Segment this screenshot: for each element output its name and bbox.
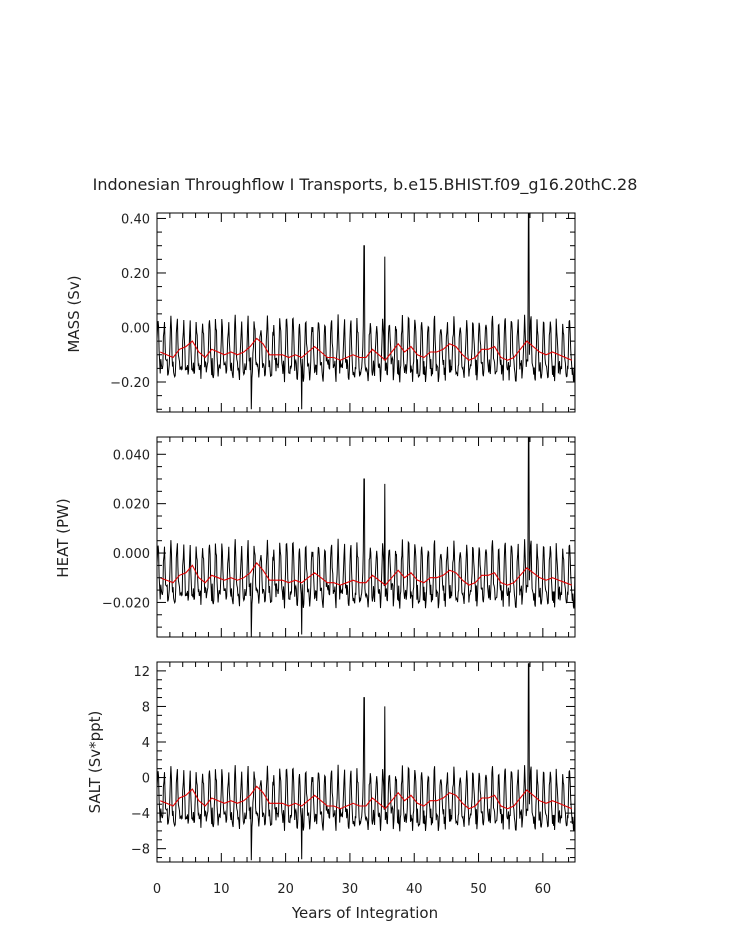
mass-annual-series xyxy=(159,337,573,361)
x-tick-label: 50 xyxy=(470,882,487,897)
mass-y-tick-label: 0.20 xyxy=(121,267,150,282)
x-tick-label: 0 xyxy=(153,882,161,897)
salt-plot-lines xyxy=(156,663,576,861)
heat-plot-lines xyxy=(156,436,576,638)
heat-y-tick-labels: −0.020 0.000 0.020 0.040 xyxy=(102,448,150,611)
x-tick-label: 60 xyxy=(535,882,552,897)
mass-monthly-series xyxy=(156,212,576,410)
x-tick-label: 20 xyxy=(277,882,294,897)
mass-ticks xyxy=(156,213,575,412)
salt-y-tick-label: 8 xyxy=(142,700,150,715)
x-tick-label: 30 xyxy=(342,882,359,897)
heat-ticks xyxy=(156,437,575,637)
heat-monthly-series xyxy=(156,436,576,638)
x-axis-label: Years of Integration xyxy=(291,904,438,922)
mass-frame xyxy=(156,212,576,413)
salt-annual-series xyxy=(159,785,573,810)
salt-frame xyxy=(156,661,576,863)
mass-plot-lines xyxy=(156,212,576,410)
salt-y-tick-label: 4 xyxy=(142,736,150,751)
heat-y-tick-label: 0.020 xyxy=(113,498,150,513)
mass-y-tick-label: 0.40 xyxy=(121,212,150,227)
x-tick-label: 40 xyxy=(406,882,423,897)
salt-y-tick-label: −8 xyxy=(131,843,150,858)
salt-y-tick-label: 0 xyxy=(142,772,150,787)
mass-panel: −0.20 0.00 0.20 0.40 MASS (Sv) xyxy=(65,212,576,413)
heat-y-tick-label: 0.040 xyxy=(113,448,150,463)
heat-y-tick-label: −0.020 xyxy=(102,596,150,611)
salt-y-tick-labels: −8 −4 0 4 8 12 xyxy=(131,665,150,858)
salt-y-tick-label: 12 xyxy=(133,665,150,680)
x-tick-label: 10 xyxy=(213,882,230,897)
heat-panel: −0.020 0.000 0.020 0.040 HEAT (PW) xyxy=(54,436,576,638)
mass-y-tick-label: 0.00 xyxy=(121,321,150,336)
mass-y-tick-labels: −0.20 0.00 0.20 0.40 xyxy=(110,212,150,391)
salt-y-tick-label: −4 xyxy=(131,807,150,822)
chart-title: Indonesian Throughflow I Transports, b.e… xyxy=(93,175,638,195)
heat-frame xyxy=(156,436,576,638)
salt-ticks xyxy=(156,661,575,862)
heat-y-axis-label: HEAT (PW) xyxy=(54,498,72,577)
heat-y-tick-label: 0.000 xyxy=(113,547,150,562)
heat-annual-series xyxy=(159,561,572,586)
salt-monthly-series xyxy=(156,663,576,861)
mass-y-axis-label: MASS (Sv) xyxy=(65,275,83,352)
x-tick-labels: 0 10 20 30 40 50 60 xyxy=(153,882,551,897)
salt-y-axis-label: SALT (Sv*ppt) xyxy=(86,711,104,814)
mass-y-tick-label: −0.20 xyxy=(110,376,150,391)
salt-panel: −8 −4 0 4 8 12 SALT (Sv*ppt) xyxy=(86,661,576,863)
